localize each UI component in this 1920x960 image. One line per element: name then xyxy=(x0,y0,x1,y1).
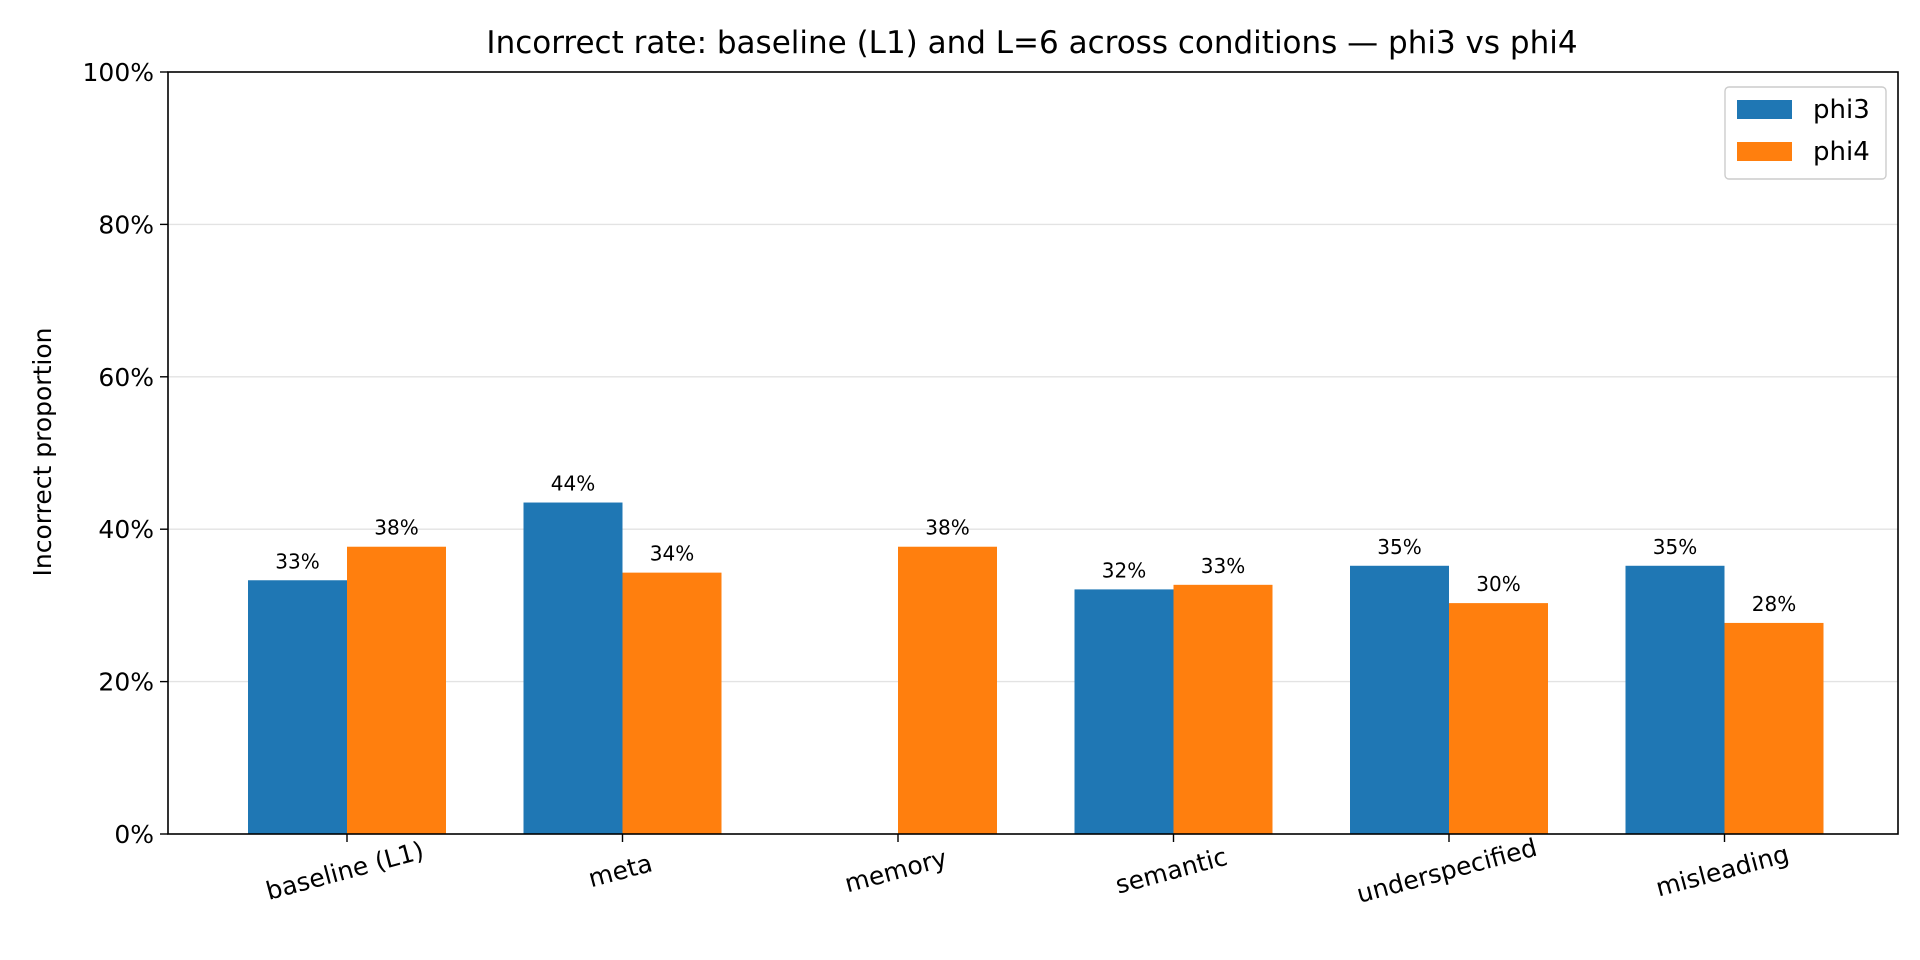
y-tick-label: 20% xyxy=(98,668,154,697)
y-axis-label: Incorrect proportion xyxy=(28,328,57,577)
bar-phi3 xyxy=(1625,565,1725,834)
bar-phi4 xyxy=(1173,584,1273,834)
legend-swatch-phi3 xyxy=(1737,100,1792,119)
bar-phi4 xyxy=(1724,622,1824,834)
bar-phi4 xyxy=(347,546,446,834)
data-label-phi4: 34% xyxy=(650,542,694,566)
data-label-phi3: 44% xyxy=(551,472,595,496)
x-axis-ticks: baseline (L1) meta memory semantic underspec… xyxy=(263,833,1792,909)
data-label-phi4: 33% xyxy=(1201,554,1245,578)
bar-phi3 xyxy=(1350,565,1449,834)
bars xyxy=(248,502,1824,834)
legend-swatch-phi4 xyxy=(1737,142,1792,161)
y-tick-label: 40% xyxy=(98,515,154,544)
x-tick-label: semantic xyxy=(1112,842,1230,900)
x-tick-label: misleading xyxy=(1653,839,1792,902)
y-axis-ticks: 0% 20% 40% 60% 80% 100% xyxy=(83,58,168,849)
data-labels: 33% 38% 44% 34% 38% 32% 33% 35% 30% 35% 28% xyxy=(275,472,1796,616)
y-tick-label: 80% xyxy=(98,210,154,239)
y-tick-label: 100% xyxy=(83,58,154,87)
plot-area-frame xyxy=(167,71,1899,835)
data-label-phi4: 38% xyxy=(925,516,969,540)
bar-phi4 xyxy=(622,572,722,834)
legend-label-phi4: phi4 xyxy=(1813,137,1870,167)
bar-phi3 xyxy=(248,580,347,834)
data-label-phi4: 28% xyxy=(1752,592,1796,616)
legend-label-phi3: phi3 xyxy=(1813,95,1870,125)
x-tick-label: underspecified xyxy=(1354,833,1540,909)
legend: phi3 phi4 xyxy=(1724,86,1887,180)
chart-title: Incorrect rate: baseline (L1) and L=6 ac… xyxy=(486,25,1577,61)
x-tick-label: baseline (L1) xyxy=(263,836,427,906)
data-label-phi3: 35% xyxy=(1653,535,1697,559)
bar-phi4 xyxy=(1449,603,1548,834)
bar-phi3 xyxy=(523,502,623,834)
bar-phi4 xyxy=(898,546,997,834)
x-tick-label: meta xyxy=(585,848,655,893)
x-tick-label: memory xyxy=(842,843,951,898)
data-label-phi3: 32% xyxy=(1102,558,1146,582)
y-tick-label: 0% xyxy=(114,820,154,849)
data-label-phi3: 35% xyxy=(1377,535,1421,559)
data-label-phi3: 33% xyxy=(275,549,319,573)
grid-lines xyxy=(168,223,1898,683)
data-label-phi4: 38% xyxy=(374,516,418,540)
y-tick-label: 60% xyxy=(98,363,154,392)
bar-phi3 xyxy=(1074,589,1174,834)
data-label-phi4: 30% xyxy=(1476,572,1520,596)
